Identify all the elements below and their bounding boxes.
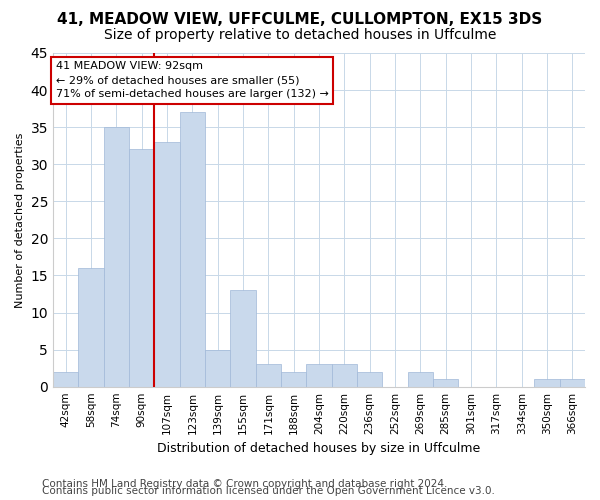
Bar (433, 380, 458, 386)
Text: Size of property relative to detached houses in Uffculme: Size of property relative to detached ho… (104, 28, 496, 42)
Bar (154, 142, 179, 386)
Text: 41 MEADOW VIEW: 92sqm
← 29% of detached houses are smaller (55)
71% of semi-deta: 41 MEADOW VIEW: 92sqm ← 29% of detached … (56, 62, 329, 100)
Bar (79, 268, 104, 386)
Text: Contains HM Land Registry data © Crown copyright and database right 2024.: Contains HM Land Registry data © Crown c… (42, 479, 448, 489)
Bar (535, 380, 560, 386)
Bar (179, 112, 205, 386)
Bar (205, 350, 230, 387)
Bar (407, 372, 433, 386)
Bar (560, 380, 585, 386)
X-axis label: Distribution of detached houses by size in Uffculme: Distribution of detached houses by size … (157, 442, 481, 455)
Bar (307, 364, 332, 386)
Bar (129, 150, 154, 386)
Bar (230, 290, 256, 386)
Bar (332, 364, 357, 386)
Bar (104, 127, 129, 386)
Bar (281, 372, 307, 386)
Text: 41, MEADOW VIEW, UFFCULME, CULLOMPTON, EX15 3DS: 41, MEADOW VIEW, UFFCULME, CULLOMPTON, E… (58, 12, 542, 28)
Bar (256, 364, 281, 386)
Bar (357, 372, 382, 386)
Bar (53, 372, 79, 386)
Text: Contains public sector information licensed under the Open Government Licence v3: Contains public sector information licen… (42, 486, 495, 496)
Y-axis label: Number of detached properties: Number of detached properties (15, 132, 25, 308)
